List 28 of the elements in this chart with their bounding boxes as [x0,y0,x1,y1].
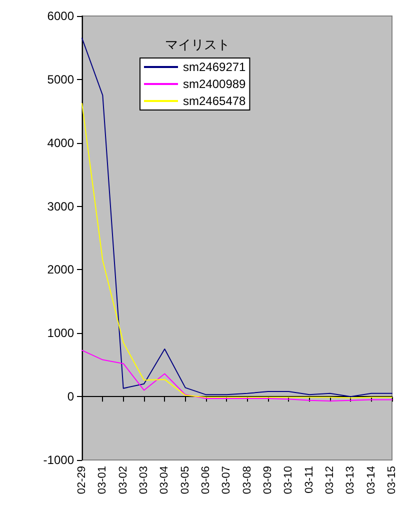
y-tick-label: 1000 [47,326,74,340]
x-tick-label: 02-29 [76,466,88,494]
x-tick-label: 03-09 [262,466,274,494]
x-tick-label: 03-05 [179,466,192,494]
legend-label: sm2400989 [183,77,246,91]
y-tick-label: -1000 [43,453,74,467]
x-tick-label: 03-08 [241,466,254,494]
y-tick-label: 2000 [47,262,74,277]
y-tick-label: 5000 [47,72,74,86]
x-tick-label: 03-01 [96,466,109,494]
x-tick-label: 03-03 [138,466,150,494]
x-tick-label: 03-15 [386,466,398,494]
x-tick-label: 03-13 [344,466,357,494]
legend-label: sm2465478 [183,94,246,108]
legend-label: sm2469271 [183,60,246,74]
x-tick-label: 03-11 [303,466,316,494]
y-tick-label: 6000 [47,9,74,23]
x-tick-label: 03-04 [158,466,171,494]
legend-title: マイリスト [165,37,230,52]
y-tick-label: 0 [67,390,74,404]
x-tick-label: 03-07 [220,466,233,494]
x-tick-label: 03-10 [282,466,295,494]
x-tick-label: 03-06 [200,466,212,494]
x-tick-label: 03-02 [117,466,130,494]
y-tick-label: 3000 [47,199,74,214]
y-tick-label: 4000 [47,136,74,150]
x-tick-label: 03-12 [324,466,336,494]
x-tick-label: 03-14 [365,466,378,494]
